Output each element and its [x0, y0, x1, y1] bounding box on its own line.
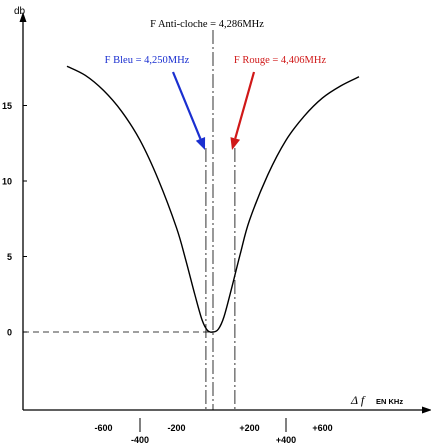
x-tick-label: +200: [239, 423, 259, 433]
rouge-arrow-icon: [230, 71, 256, 150]
y-axis-arrow-icon: [19, 12, 27, 22]
y-tick-label: 15: [2, 101, 12, 111]
axes: [19, 12, 431, 414]
y-tick-label: 5: [7, 252, 12, 262]
bleu-annotation: F Bleu = 4,250MHz: [105, 55, 190, 66]
anti-cloche-annotation: F Anti-cloche = 4,286MHz: [150, 19, 264, 30]
x-tick-label: +600: [312, 423, 332, 433]
y-axis-label: db: [14, 6, 26, 17]
y-tick-label: 0: [7, 328, 12, 338]
x-tick-label: -200: [167, 423, 185, 433]
y-tick-label: 10: [2, 177, 12, 187]
x-axis-label: Δ f: [350, 393, 366, 407]
series: [66, 65, 360, 333]
rouge-annotation: F Rouge = 4,406MHz: [234, 55, 327, 66]
x-tick-label: -600: [94, 423, 112, 433]
x-axis-unit-label: EN KHz: [376, 397, 403, 406]
annotations: F Anti-cloche = 4,286MHz F Bleu = 4,250MH…: [105, 19, 327, 150]
bleu-arrow-icon: [171, 71, 206, 150]
x-tick-label: +400: [276, 435, 296, 445]
x-axis-label-group: Δ f EN KHz: [350, 393, 403, 407]
series-line: [66, 65, 360, 333]
x-ticks: -600 -200 +200 +600 -400 +400: [94, 418, 333, 445]
x-tick-label: -400: [131, 435, 149, 445]
guide-lines: [23, 30, 236, 410]
x-axis-arrow-icon: [422, 406, 431, 414]
